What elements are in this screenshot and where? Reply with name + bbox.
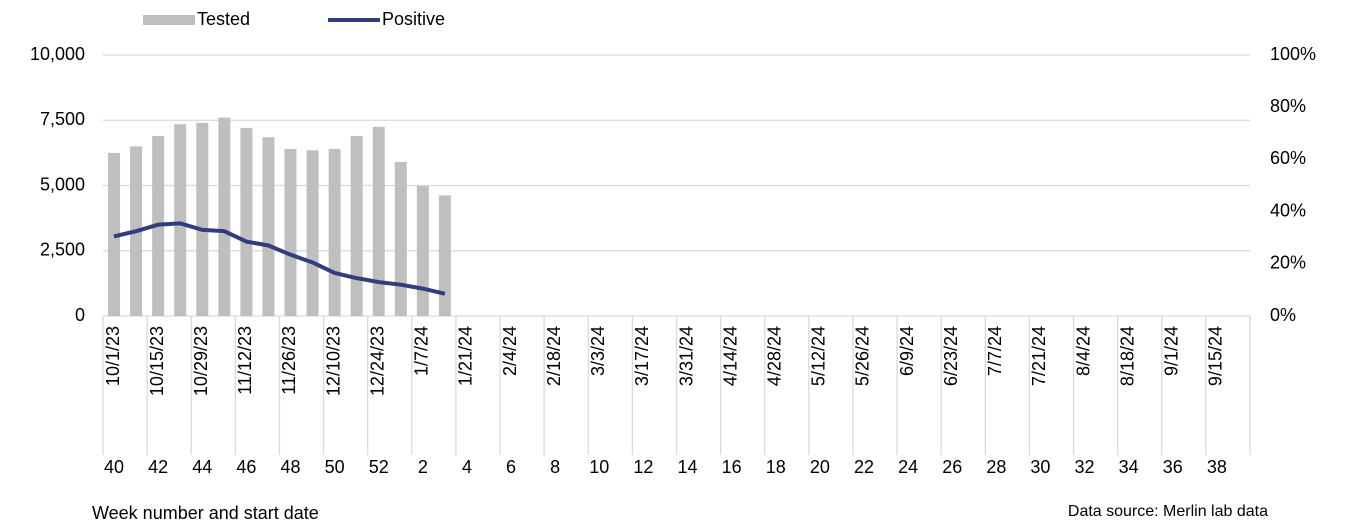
week-number-label: 18: [766, 457, 786, 477]
x-tick-label: 5/12/24: [809, 326, 829, 386]
y-tick-label: 2,500: [40, 240, 85, 260]
x-tick-label: 1/21/24: [456, 326, 476, 386]
y2-tick-label: 40%: [1270, 200, 1306, 220]
week-number-label: 40: [104, 457, 124, 477]
week-number-label: 16: [722, 457, 742, 477]
bar: [196, 122, 209, 316]
bar: [306, 150, 319, 316]
x-tick-label: 9/15/24: [1206, 326, 1226, 386]
week-number-label: 20: [810, 457, 830, 477]
bar: [218, 117, 231, 316]
x-tick-label: 2/18/24: [544, 326, 564, 386]
x-tick-label: 4/14/24: [720, 326, 740, 386]
week-number-label: 46: [236, 457, 256, 477]
week-number-label: 24: [898, 457, 918, 477]
x-tick-label: 10/15/23: [147, 326, 167, 396]
week-number-label: 10: [589, 457, 609, 477]
x-tick-label: 12/24/23: [367, 326, 387, 396]
y-tick-label: 7,500: [40, 109, 85, 129]
source-note: Data source: Merlin lab data: [1068, 503, 1268, 520]
x-tick-label: 6/23/24: [941, 326, 961, 386]
week-number-label: 8: [550, 457, 560, 477]
bar: [262, 137, 275, 316]
week-number-label: 52: [369, 457, 389, 477]
legend-label: Tested: [197, 9, 250, 29]
legend-swatch: [143, 15, 195, 25]
week-number-label: 48: [280, 457, 300, 477]
y-tick-label: 0: [75, 305, 85, 325]
bar: [416, 186, 429, 316]
week-number-label: 26: [942, 457, 962, 477]
x-tick-label: 9/1/24: [1162, 326, 1182, 376]
week-number-label: 4: [462, 457, 472, 477]
x-tick-label: 3/3/24: [588, 326, 608, 376]
bar: [174, 124, 187, 316]
x-tick-label: 4/28/24: [765, 326, 785, 386]
y2-tick-label: 0%: [1270, 305, 1296, 325]
x-tick-label: 3/17/24: [632, 326, 652, 386]
y-tick-label: 10,000: [30, 44, 85, 64]
week-number-label: 44: [192, 457, 212, 477]
week-number-label: 22: [854, 457, 874, 477]
x-tick-label: 12/10/23: [323, 326, 343, 396]
legend-label: Positive: [382, 9, 445, 29]
x-tick-label: 11/12/23: [235, 326, 255, 395]
x-tick-label: 7/7/24: [985, 326, 1005, 376]
week-number-label: 6: [506, 457, 516, 477]
week-number-label: 28: [986, 457, 1006, 477]
bar: [372, 126, 385, 317]
bar: [438, 195, 451, 316]
x-tick-label: 10/1/23: [103, 326, 123, 386]
week-number-label: 38: [1207, 457, 1227, 477]
x-tick-label: 11/26/23: [279, 326, 299, 395]
bar: [328, 148, 341, 316]
x-tick-label: 8/4/24: [1073, 326, 1093, 376]
week-number-label: 42: [148, 457, 168, 477]
week-number-label: 50: [325, 457, 345, 477]
week-number-label: 30: [1030, 457, 1050, 477]
week-number-label: 34: [1119, 457, 1139, 477]
y2-tick-label: 100%: [1270, 44, 1316, 64]
week-number-label: 12: [633, 457, 653, 477]
x-tick-label: 6/9/24: [897, 326, 917, 376]
x-tick-label: 7/21/24: [1029, 326, 1049, 386]
x-tick-label: 1/7/24: [412, 326, 432, 376]
x-tick-label: 8/18/24: [1117, 326, 1137, 386]
bar: [240, 128, 253, 316]
week-number-label: 14: [678, 457, 698, 477]
week-number-label: 32: [1075, 457, 1095, 477]
y2-tick-label: 80%: [1270, 96, 1306, 116]
x-tick-label: 5/26/24: [853, 326, 873, 386]
week-number-label: 2: [418, 457, 428, 477]
line: [113, 221, 446, 296]
y2-tick-label: 20%: [1270, 253, 1306, 273]
y-tick-label: 5,000: [40, 174, 85, 194]
bar: [284, 148, 297, 316]
x-tick-label: 2/4/24: [500, 326, 520, 376]
x-tick-label: 3/31/24: [676, 326, 696, 386]
bar: [350, 135, 363, 316]
x-tick-label: 10/29/23: [191, 326, 211, 396]
y2-tick-label: 60%: [1270, 148, 1306, 168]
x-axis-label: Week number and start date: [92, 503, 319, 523]
week-number-label: 36: [1163, 457, 1183, 477]
bar: [394, 162, 407, 316]
